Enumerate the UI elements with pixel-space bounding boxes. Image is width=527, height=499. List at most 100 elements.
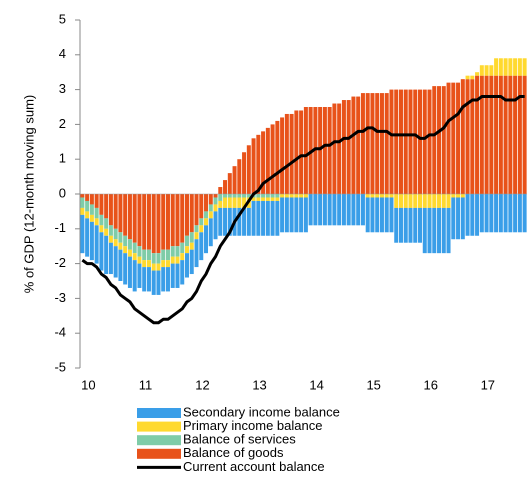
bar-segment xyxy=(113,239,118,247)
bar-segment xyxy=(223,194,228,198)
bar-segment xyxy=(299,197,304,233)
bar-segment xyxy=(204,194,209,212)
bar-segment xyxy=(108,242,113,275)
bar-segment xyxy=(246,194,251,198)
bar-segment xyxy=(227,207,232,236)
bar-segment xyxy=(460,79,465,194)
legend-label: Balance of goods xyxy=(183,445,284,460)
x-tick-label: 12 xyxy=(195,377,209,392)
bar-segment xyxy=(156,253,161,264)
bar-segment xyxy=(104,228,109,236)
bar-segment xyxy=(494,58,499,76)
bar-segment xyxy=(127,249,132,257)
bar-segment xyxy=(213,197,218,205)
bar-segment xyxy=(379,197,384,233)
bar-segment xyxy=(365,197,370,233)
y-tick-label: -5 xyxy=(54,359,66,374)
bar-segment xyxy=(284,194,289,198)
bar-segment xyxy=(456,197,461,240)
bar-segment xyxy=(170,246,175,257)
bar-segment xyxy=(99,194,104,215)
bar-segment xyxy=(223,180,228,194)
y-tick-label: -4 xyxy=(54,325,66,340)
bar-segment xyxy=(456,82,461,194)
bar-segment xyxy=(384,197,389,233)
bar-segment xyxy=(132,253,137,261)
bar-segment xyxy=(208,194,213,205)
bar-segment xyxy=(475,75,480,194)
bar-segment xyxy=(151,263,156,271)
bar-segment xyxy=(389,89,394,194)
bar-segment xyxy=(118,232,123,243)
bar-segment xyxy=(165,260,170,268)
bar-segment xyxy=(498,194,503,233)
bar-segment xyxy=(199,218,204,226)
bar-segment xyxy=(142,249,147,261)
y-tick-label: -3 xyxy=(54,290,66,305)
bar-segment xyxy=(137,194,142,247)
bar-segment xyxy=(303,107,308,194)
legend-swatch xyxy=(137,435,181,446)
bar-segment xyxy=(437,194,442,208)
bar-segment xyxy=(513,75,518,194)
bar-segment xyxy=(213,194,218,198)
bar-segment xyxy=(180,242,185,254)
bar-segment xyxy=(227,173,232,194)
bar-segment xyxy=(170,256,175,264)
bar-segment xyxy=(308,194,313,226)
bar-segment xyxy=(403,194,408,208)
bar-segment xyxy=(94,194,99,208)
bar-segment xyxy=(432,207,437,254)
bar-segment xyxy=(204,218,209,226)
bar-segment xyxy=(137,263,142,288)
bar-segment xyxy=(189,194,194,233)
bar-segment xyxy=(460,194,465,198)
bar-segment xyxy=(237,194,242,198)
bar-segment xyxy=(379,194,384,198)
bar-segment xyxy=(498,75,503,194)
bar-segment xyxy=(146,260,151,268)
bar-segment xyxy=(251,197,256,201)
bar-segment xyxy=(123,235,128,247)
bar-segment xyxy=(242,197,247,208)
bar-segment xyxy=(237,197,242,208)
bar-segment xyxy=(475,194,480,236)
bar-segment xyxy=(175,256,180,264)
bar-segment xyxy=(251,138,256,194)
bar-segment xyxy=(213,211,218,240)
bar-segment xyxy=(118,249,123,281)
bar-segment xyxy=(132,242,137,254)
bar-segment xyxy=(498,58,503,76)
bar-segment xyxy=(398,194,403,208)
bar-segment xyxy=(299,110,304,194)
bar-segment xyxy=(284,113,289,194)
bar-segment xyxy=(513,58,518,76)
bar-segment xyxy=(151,253,156,264)
bar-segment xyxy=(508,194,513,233)
x-tick-label: 10 xyxy=(81,377,95,392)
bar-segment xyxy=(161,194,166,250)
bar-segment xyxy=(113,246,118,278)
bar-segment xyxy=(322,107,327,194)
legend-swatch xyxy=(137,448,181,459)
bar-segment xyxy=(85,211,90,219)
bar-segment xyxy=(232,166,237,194)
bar-segment xyxy=(170,263,175,288)
bar-segment xyxy=(327,107,332,194)
bar-segment xyxy=(137,256,142,264)
bar-segment xyxy=(451,194,456,198)
bar-segment xyxy=(94,225,99,264)
bar-segment xyxy=(422,194,427,208)
bar-segment xyxy=(161,260,166,268)
bar-segment xyxy=(94,218,99,226)
bar-segment xyxy=(494,75,499,194)
bar-segment xyxy=(151,270,156,295)
bar-segment xyxy=(204,211,209,219)
bar-segment xyxy=(332,194,337,226)
bar-segment xyxy=(170,194,175,247)
bar-segment xyxy=(99,225,104,233)
bar-segment xyxy=(265,200,270,236)
y-tick-label: 5 xyxy=(59,11,66,26)
bar-segment xyxy=(280,117,285,194)
